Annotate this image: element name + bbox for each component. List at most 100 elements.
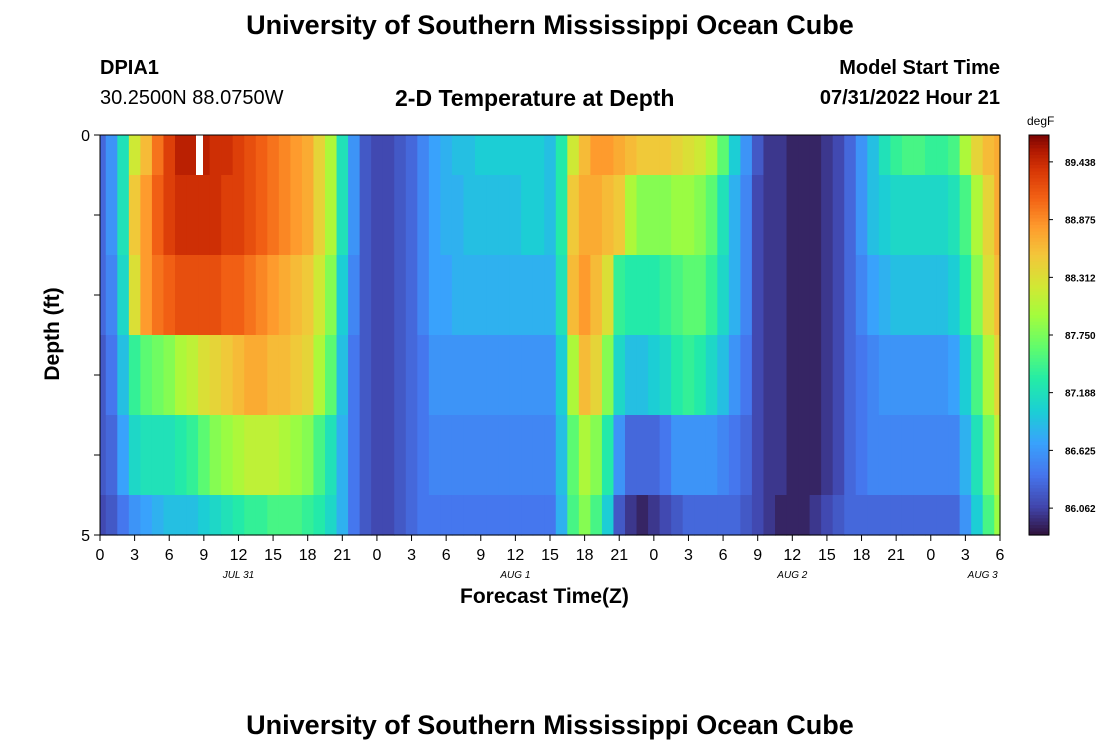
colorbar-segment — [1029, 315, 1049, 319]
colorbar-segment — [1029, 258, 1049, 263]
heatmap-cell — [198, 255, 211, 336]
heatmap-cell — [394, 415, 407, 496]
colorbar-segment — [1029, 438, 1049, 443]
colorbar-segment — [1029, 325, 1049, 329]
colorbar-segment — [1029, 218, 1049, 223]
heatmap-cell — [751, 335, 765, 416]
heatmap-cell — [821, 255, 834, 336]
heatmap-cell — [705, 495, 718, 536]
heatmap-cell — [613, 495, 626, 536]
heatmap-cell — [509, 135, 522, 176]
heatmap-cell — [336, 335, 349, 416]
colorbar-segment — [1029, 168, 1049, 173]
heatmap-cell — [728, 135, 741, 176]
heatmap-cell — [682, 335, 695, 416]
colorbar-segment — [1029, 451, 1049, 456]
date-label: JUL 31 — [222, 570, 255, 581]
model-start-value: 07/31/2022 Hour 21 — [819, 87, 1000, 109]
heatmap-cell — [451, 335, 465, 416]
colorbar-segment — [1029, 225, 1049, 229]
heatmap-cell — [751, 175, 765, 256]
heatmap-cell — [717, 335, 730, 416]
heatmap-cell — [232, 415, 245, 496]
colorbar-segment — [1029, 488, 1049, 493]
heatmap-cell — [313, 335, 326, 416]
heatmap-cell — [855, 175, 868, 256]
heatmap-cell — [913, 335, 926, 416]
heatmap-cell — [878, 495, 891, 536]
heatmap-cell — [659, 135, 672, 176]
colorbar-segment — [1029, 425, 1049, 429]
heatmap-cell — [982, 415, 995, 496]
heatmap-cell — [451, 255, 465, 336]
heatmap-cell — [140, 135, 153, 176]
heatmap-cell — [151, 135, 165, 176]
heatmap-cell — [371, 175, 384, 256]
colorbar-segment — [1029, 151, 1049, 156]
heatmap-cell — [521, 335, 534, 416]
heatmap-cell — [336, 255, 349, 336]
heatmap-cell — [994, 255, 1001, 336]
heatmap-cell — [625, 415, 638, 496]
heatmap-cell — [648, 495, 661, 536]
heatmap-cell — [100, 135, 107, 176]
heatmap-cell — [186, 415, 199, 496]
heatmap-cell — [186, 135, 199, 176]
heatmap-cell — [763, 495, 776, 536]
heatmap-cell — [359, 495, 372, 536]
heatmap-cell — [948, 495, 961, 536]
colorbar-tick-label: 88.312 — [1065, 273, 1096, 284]
heatmap-cell — [959, 175, 972, 256]
heatmap-cell — [336, 415, 349, 496]
x-tick-label: 21 — [610, 547, 628, 564]
heatmap-cell — [290, 495, 303, 536]
heatmap-cell — [913, 175, 926, 256]
colorbar-segment — [1029, 141, 1049, 146]
x-tick-label: 9 — [753, 547, 762, 564]
colorbar-segment — [1029, 231, 1049, 236]
heatmap-cell — [509, 415, 522, 496]
colorbar-segment — [1029, 181, 1049, 186]
heatmap-cell — [382, 135, 395, 176]
heatmap-cell — [740, 495, 753, 536]
heatmap-cell — [521, 255, 534, 336]
colorbar-segment — [1029, 171, 1049, 176]
heatmap-cell — [682, 415, 695, 496]
heatmap-cell — [451, 175, 465, 256]
x-tick-label: 12 — [783, 547, 801, 564]
colorbar-tick-label: 89.438 — [1065, 158, 1096, 169]
heatmap-cell — [959, 415, 972, 496]
colorbar-segment — [1029, 348, 1049, 353]
heatmap-cell — [255, 495, 268, 536]
heatmap-cell — [855, 135, 868, 176]
heatmap-cell — [544, 335, 557, 416]
y-tick-label: 5 — [81, 528, 90, 545]
y-axis: 05 — [81, 128, 100, 545]
heatmap-cell — [267, 255, 280, 336]
heatmap-cell — [751, 415, 765, 496]
heatmap-cell — [463, 175, 476, 256]
heatmap-cell — [428, 175, 441, 256]
heatmap-cell — [613, 415, 626, 496]
x-tick-label: 6 — [719, 547, 728, 564]
heatmap-cell — [267, 135, 280, 176]
heatmap-cell — [728, 175, 741, 256]
heatmap-cell — [590, 175, 603, 256]
heatmap-cell — [313, 415, 326, 496]
colorbar-segment — [1029, 195, 1049, 199]
missing-data-gap — [196, 135, 203, 175]
heatmap-cell — [613, 135, 626, 176]
heatmap-cell — [555, 255, 568, 336]
x-tick-label: 3 — [684, 547, 693, 564]
heatmap-cell — [428, 335, 441, 416]
colorbar-segment — [1029, 431, 1049, 436]
colorbar-segment — [1029, 285, 1049, 289]
x-tick-label: 12 — [230, 547, 248, 564]
colorbar-segment — [1029, 521, 1049, 526]
heatmap-cell — [555, 135, 568, 176]
heatmap-cell — [717, 415, 730, 496]
heatmap-cell — [255, 415, 268, 496]
colorbar-segment — [1029, 335, 1049, 339]
heatmap-cell — [763, 175, 776, 256]
heatmap-cell — [255, 255, 268, 336]
